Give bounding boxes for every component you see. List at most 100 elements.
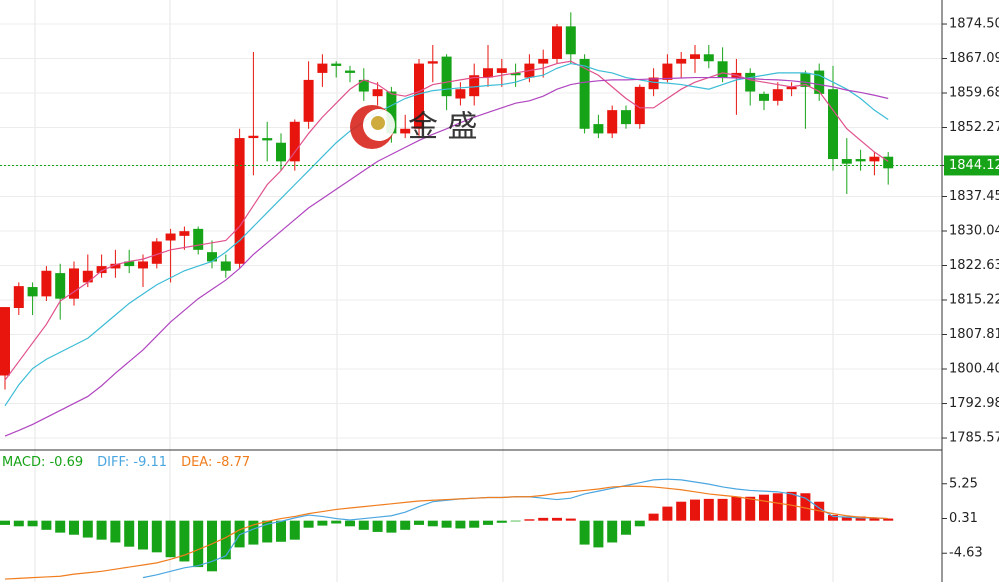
watermark: 金 盛 xyxy=(350,105,478,149)
macd-bar xyxy=(193,520,204,568)
y-tick-label: 1822.63 xyxy=(949,258,999,273)
macd-bar xyxy=(441,520,452,528)
macd-bar xyxy=(303,520,314,528)
candle-body xyxy=(331,63,342,66)
macd-bar xyxy=(510,520,521,522)
candle-body xyxy=(772,89,783,101)
macd-bar xyxy=(82,520,93,538)
candle-body xyxy=(717,61,728,78)
macd-bar xyxy=(165,520,176,558)
macd-bar xyxy=(786,491,797,521)
candle-body xyxy=(289,121,300,162)
candle-body xyxy=(552,26,562,59)
macd-bar xyxy=(41,520,52,530)
macd-bar xyxy=(386,520,397,533)
macd-bar xyxy=(855,516,866,521)
candle-body xyxy=(372,89,383,97)
candle-body xyxy=(0,307,10,376)
candle-body xyxy=(165,233,176,241)
candle-body xyxy=(676,58,687,64)
macd-bar xyxy=(552,517,562,521)
candle-body xyxy=(814,70,825,94)
current-price-box xyxy=(944,155,999,176)
candle-body xyxy=(276,142,286,162)
macd-bar xyxy=(524,519,535,521)
candle-body xyxy=(841,159,852,164)
candle-body xyxy=(455,89,466,99)
indicator-line xyxy=(4,60,889,381)
candle-body xyxy=(358,79,369,92)
candle-body xyxy=(800,72,811,87)
macd-bar xyxy=(13,520,24,527)
macd-bar xyxy=(248,520,259,545)
y-tick-label: -4.63 xyxy=(949,546,983,561)
candle-body xyxy=(469,75,480,97)
macd-bar xyxy=(607,520,618,543)
watermark-text: 金 盛 xyxy=(408,110,478,145)
macd-bar xyxy=(883,518,894,521)
macd-bar xyxy=(579,520,590,545)
candle-body xyxy=(648,77,659,90)
candle-body xyxy=(496,68,507,73)
macd-bar xyxy=(124,520,135,547)
macd-bar xyxy=(358,520,369,530)
y-tick-label: 1852.27 xyxy=(949,120,999,135)
macd-bar xyxy=(662,506,673,521)
candle-body xyxy=(883,156,894,169)
macd-bar xyxy=(317,520,328,526)
indicator-line xyxy=(4,485,889,580)
y-tick-label: 1815.22 xyxy=(949,293,999,308)
candle-body xyxy=(441,56,452,97)
candle-body xyxy=(179,231,190,236)
candle-body xyxy=(96,266,107,274)
candle-body xyxy=(55,273,66,299)
legend-entry: DIFF: -9.11 xyxy=(97,455,167,470)
macd-bar xyxy=(262,520,273,543)
candle-body xyxy=(565,26,576,55)
y-tick-label: 1792.98 xyxy=(949,396,999,411)
candle-body xyxy=(634,86,645,125)
macd-bar xyxy=(593,520,604,548)
candle-body xyxy=(248,135,259,139)
macd-bar xyxy=(0,520,10,525)
candle-body xyxy=(386,91,397,134)
candle-body xyxy=(110,263,121,269)
macd-bar xyxy=(234,520,245,548)
macd-bar xyxy=(207,520,217,572)
candle-body xyxy=(869,156,880,162)
macd-bar xyxy=(565,518,576,521)
candle-body xyxy=(303,79,314,122)
candle-body xyxy=(193,228,204,250)
indicator-line xyxy=(4,62,889,407)
candle-body xyxy=(234,138,245,264)
candle-body xyxy=(607,110,618,134)
candle-body xyxy=(427,61,438,64)
y-tick-label: 1800.40 xyxy=(949,361,999,376)
macd-bar xyxy=(151,520,162,553)
candle-body xyxy=(345,70,355,73)
y-tick-label: 0.31 xyxy=(949,511,978,526)
candle-body xyxy=(786,86,797,90)
macd-bar xyxy=(55,520,66,533)
candle-body xyxy=(621,110,631,125)
macd-bar xyxy=(345,520,355,527)
macd-bar xyxy=(414,520,424,525)
macd-bar xyxy=(800,493,811,521)
macd-bar xyxy=(634,520,645,527)
macd-bar xyxy=(745,496,756,521)
macd-bar xyxy=(772,493,783,521)
candle-body xyxy=(414,63,424,129)
candle-body xyxy=(690,54,700,59)
macd-bar xyxy=(455,520,466,529)
macd-bar xyxy=(690,499,700,521)
macd-bar xyxy=(276,520,286,542)
current-price-label: 1844.12 xyxy=(949,158,999,173)
candle-body xyxy=(220,261,231,271)
candle-body xyxy=(538,58,549,64)
candle-body xyxy=(262,138,273,141)
macd-bar xyxy=(96,520,107,540)
macd-bar xyxy=(621,520,631,535)
candle-body xyxy=(138,261,148,269)
macd-bar xyxy=(220,520,231,560)
